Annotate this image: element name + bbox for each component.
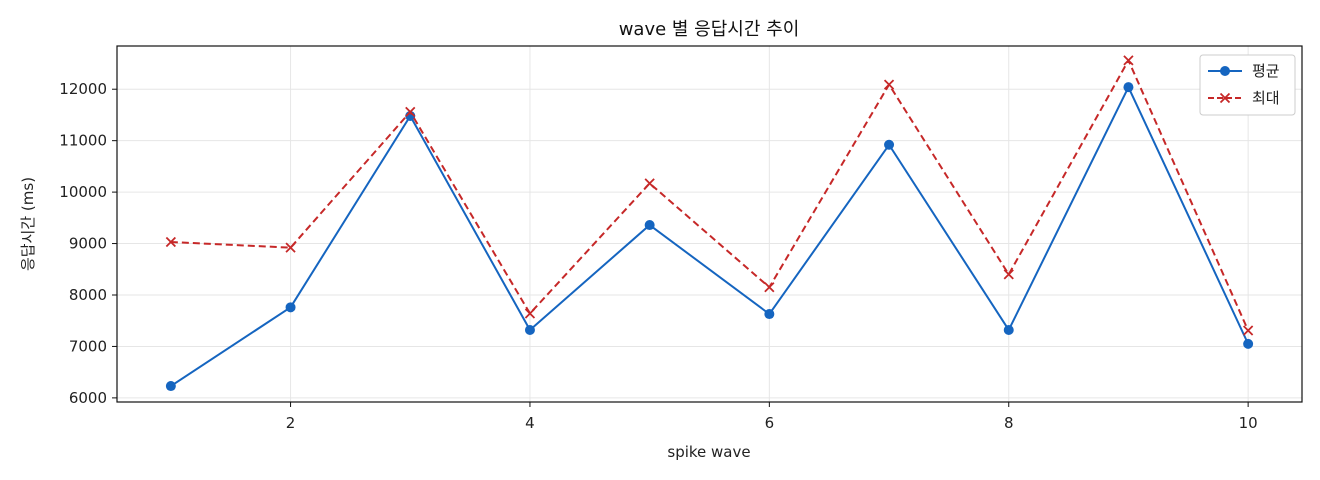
y-axis-ticks: 6000 7000 8000 9000 10000 11000 12000 xyxy=(59,80,117,407)
data-point xyxy=(883,79,895,90)
data-point xyxy=(1123,55,1134,66)
data-point xyxy=(644,220,655,231)
data-point xyxy=(1003,269,1014,280)
legend-label: 평균 xyxy=(1252,62,1280,80)
series-line xyxy=(170,59,1250,331)
data-point xyxy=(1123,82,1134,93)
plot-frame xyxy=(116,45,1303,403)
y-tick-label: 10000 xyxy=(59,183,107,201)
data-point xyxy=(1003,324,1014,335)
data-point xyxy=(285,302,296,313)
legend-label: 최대 xyxy=(1252,89,1280,107)
y-tick-label: 12000 xyxy=(59,80,107,98)
x-axis-title: spike wave xyxy=(667,443,750,461)
data-point xyxy=(405,106,416,117)
legend-item: 평균 xyxy=(1208,62,1280,80)
x-tick-label: 10 xyxy=(1239,414,1258,432)
legend-marker xyxy=(1219,92,1231,104)
series-layer xyxy=(165,55,1254,392)
y-tick-label: 9000 xyxy=(69,235,107,253)
data-point xyxy=(285,242,296,253)
x-tick-label: 4 xyxy=(525,414,535,432)
data-point xyxy=(764,309,775,320)
y-axis-title: 응답시간 (ms) xyxy=(19,177,37,271)
legend-item: 최대 xyxy=(1208,89,1280,107)
data-point xyxy=(165,381,176,392)
y-tick-label: 6000 xyxy=(69,389,107,407)
data-point xyxy=(1243,338,1254,349)
legend-box xyxy=(1199,54,1296,116)
data-point xyxy=(1243,325,1254,336)
x-tick-label: 2 xyxy=(286,414,296,432)
x-axis-ticks: 2 4 6 8 10 xyxy=(286,402,1258,432)
y-tick-label: 8000 xyxy=(69,286,107,304)
x-tick-label: 8 xyxy=(1004,414,1014,432)
series-line xyxy=(170,86,1250,387)
data-point xyxy=(165,236,177,248)
data-point xyxy=(884,139,895,150)
data-point xyxy=(524,324,535,335)
data-point xyxy=(764,282,775,293)
data-point xyxy=(644,178,655,189)
legend-marker xyxy=(1220,66,1230,76)
series-1 xyxy=(165,55,1254,336)
chart-title: wave 별 응답시간 추이 xyxy=(619,19,800,40)
data-point xyxy=(524,308,536,319)
x-tick-label: 6 xyxy=(765,414,775,432)
series-0 xyxy=(165,82,1254,392)
y-tick-label: 7000 xyxy=(69,337,107,355)
y-tick-label: 11000 xyxy=(59,132,107,150)
grid xyxy=(117,46,1302,402)
